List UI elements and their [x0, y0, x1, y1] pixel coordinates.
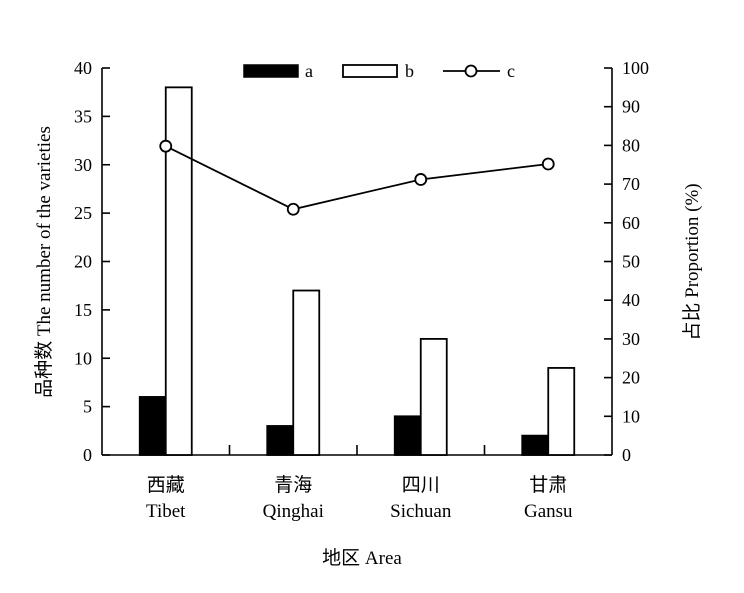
left-y-tick-label: 15	[74, 300, 92, 320]
left-y-tick-label: 25	[74, 203, 92, 223]
point-c-3	[541, 157, 555, 171]
left-y-tick-label: 30	[74, 155, 92, 175]
point-c-1	[286, 202, 300, 216]
right-y-axis-title: 占比 Proportion (%)	[681, 183, 703, 340]
line-c	[165, 145, 549, 211]
left-y-tick-label: 0	[83, 445, 92, 465]
proportion-line	[159, 139, 555, 216]
right-y-tick-label: 90	[622, 97, 640, 117]
category-labels: 西藏 Tibet 青海 Qinghai 四川 Sichuan 甘肃 Gansu	[146, 474, 573, 522]
bars	[138, 86, 576, 456]
category-label-en: Qinghai	[263, 501, 324, 522]
legend-marker-c	[464, 64, 478, 78]
left-y-tick-label: 5	[83, 397, 92, 417]
category-label-en: Sichuan	[390, 501, 452, 522]
legend: a b c	[243, 61, 515, 81]
category-label-zh: 四川	[402, 475, 440, 496]
right-y-tick-label: 40	[622, 290, 640, 310]
right-y-tick-label: 100	[622, 58, 649, 78]
bar-a-2	[393, 415, 422, 456]
right-y-tick-label: 30	[622, 329, 640, 349]
category-label-zh: 青海	[274, 474, 312, 496]
right-y-tick-label: 80	[622, 135, 640, 155]
right-y-tick-label: 50	[622, 252, 640, 272]
left-y-tick-label: 10	[74, 348, 92, 368]
left-y-tick-label: 40	[74, 58, 92, 78]
category-label-zh: 西藏	[147, 474, 185, 496]
legend-label-c: c	[507, 61, 515, 81]
point-c-0	[159, 139, 173, 153]
bar-b-2	[419, 337, 448, 456]
right-y-tick-label: 70	[622, 174, 640, 194]
bar-a-3	[521, 434, 550, 456]
bar-a-0	[138, 396, 167, 456]
left-y-axis-title: 品种数 The number of the varieties	[33, 126, 55, 398]
legend-label-b: b	[405, 61, 414, 81]
bar-b-1	[292, 289, 321, 456]
right-y-tick-label: 10	[622, 406, 640, 426]
legend-label-a: a	[305, 61, 313, 81]
left-y-tick-label: 35	[74, 106, 92, 126]
legend-swatch-b	[342, 64, 398, 78]
right-y-tick-label: 0	[622, 445, 631, 465]
x-axis-title: 地区 Area	[322, 547, 402, 569]
category-label-en: Gansu	[524, 501, 573, 522]
legend-swatch-a	[243, 64, 299, 78]
right-y-tick-label: 20	[622, 368, 640, 388]
tick-labels: 0 5 10 15 20 25 30 35 40 0 10 20 30 40 50 60 70 80 90 100	[74, 58, 649, 465]
category-label-zh: 甘肃	[529, 474, 567, 496]
left-y-tick-label: 20	[74, 252, 92, 272]
category-label-en: Tibet	[146, 501, 186, 522]
bar-a-1	[266, 425, 295, 456]
bar-b-3	[547, 367, 576, 456]
point-c-2	[414, 173, 428, 186]
right-y-tick-label: 60	[622, 213, 640, 233]
